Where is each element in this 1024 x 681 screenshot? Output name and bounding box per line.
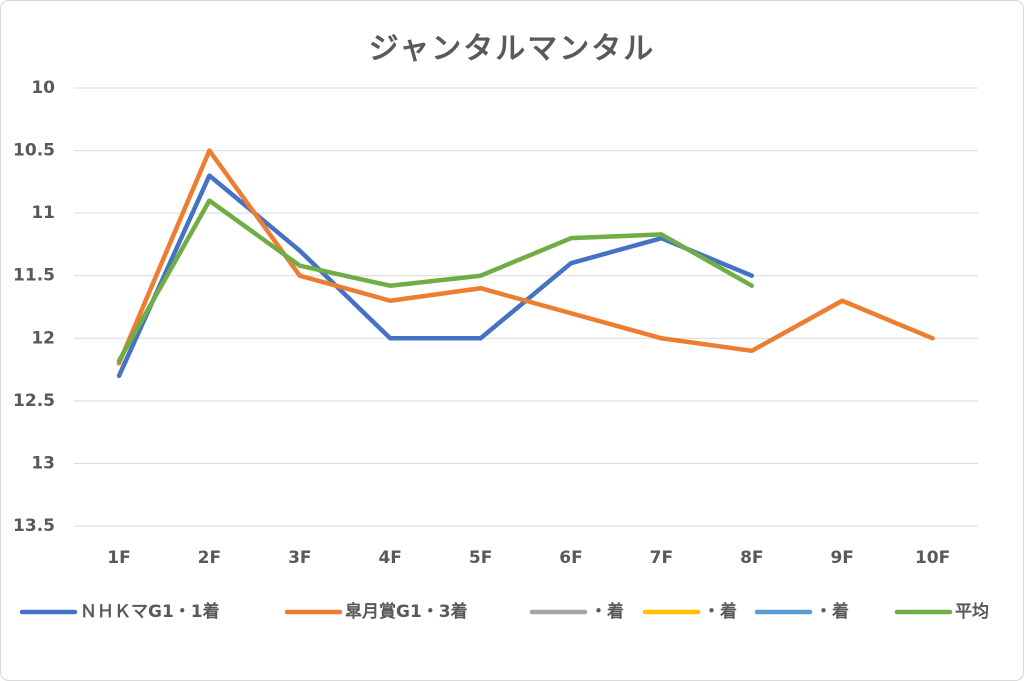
y-tick-label: 12: [31, 328, 55, 348]
x-tick-label: 2F: [198, 548, 221, 568]
series-line: [116, 198, 755, 364]
series-line: [116, 173, 755, 379]
y-tick-label: 11.5: [13, 266, 55, 286]
series-line: [116, 148, 935, 366]
y-tick-label: 13: [31, 453, 55, 473]
x-tick-label: 9F: [830, 548, 853, 568]
x-tick-label: 5F: [469, 548, 492, 568]
x-tick-label: 10F: [915, 548, 950, 568]
legend-label: 皐月賞G1・3着: [345, 601, 468, 622]
chart-title: ジャンタルマンタル: [369, 32, 656, 67]
x-tick-label: 4F: [378, 548, 401, 568]
y-tick-label: 12.5: [13, 391, 55, 411]
legend-label: ＮＨＫマG1・1着: [80, 601, 220, 622]
x-tick-label: 1F: [107, 548, 130, 568]
y-tick-label: 11: [31, 203, 55, 223]
x-tick-label: 6F: [559, 548, 582, 568]
x-tick-label: 8F: [740, 548, 763, 568]
legend-label: 平均: [955, 601, 989, 622]
y-tick-label: 13.5: [13, 516, 55, 536]
legend-label: ・着: [703, 601, 737, 622]
legend-label: ・着: [590, 601, 624, 622]
y-tick-label: 10.5: [13, 141, 55, 161]
x-tick-label: 7F: [650, 548, 673, 568]
legend-label: ・着: [815, 601, 849, 622]
y-tick-label: 10: [31, 78, 55, 98]
x-tick-label: 3F: [288, 548, 311, 568]
